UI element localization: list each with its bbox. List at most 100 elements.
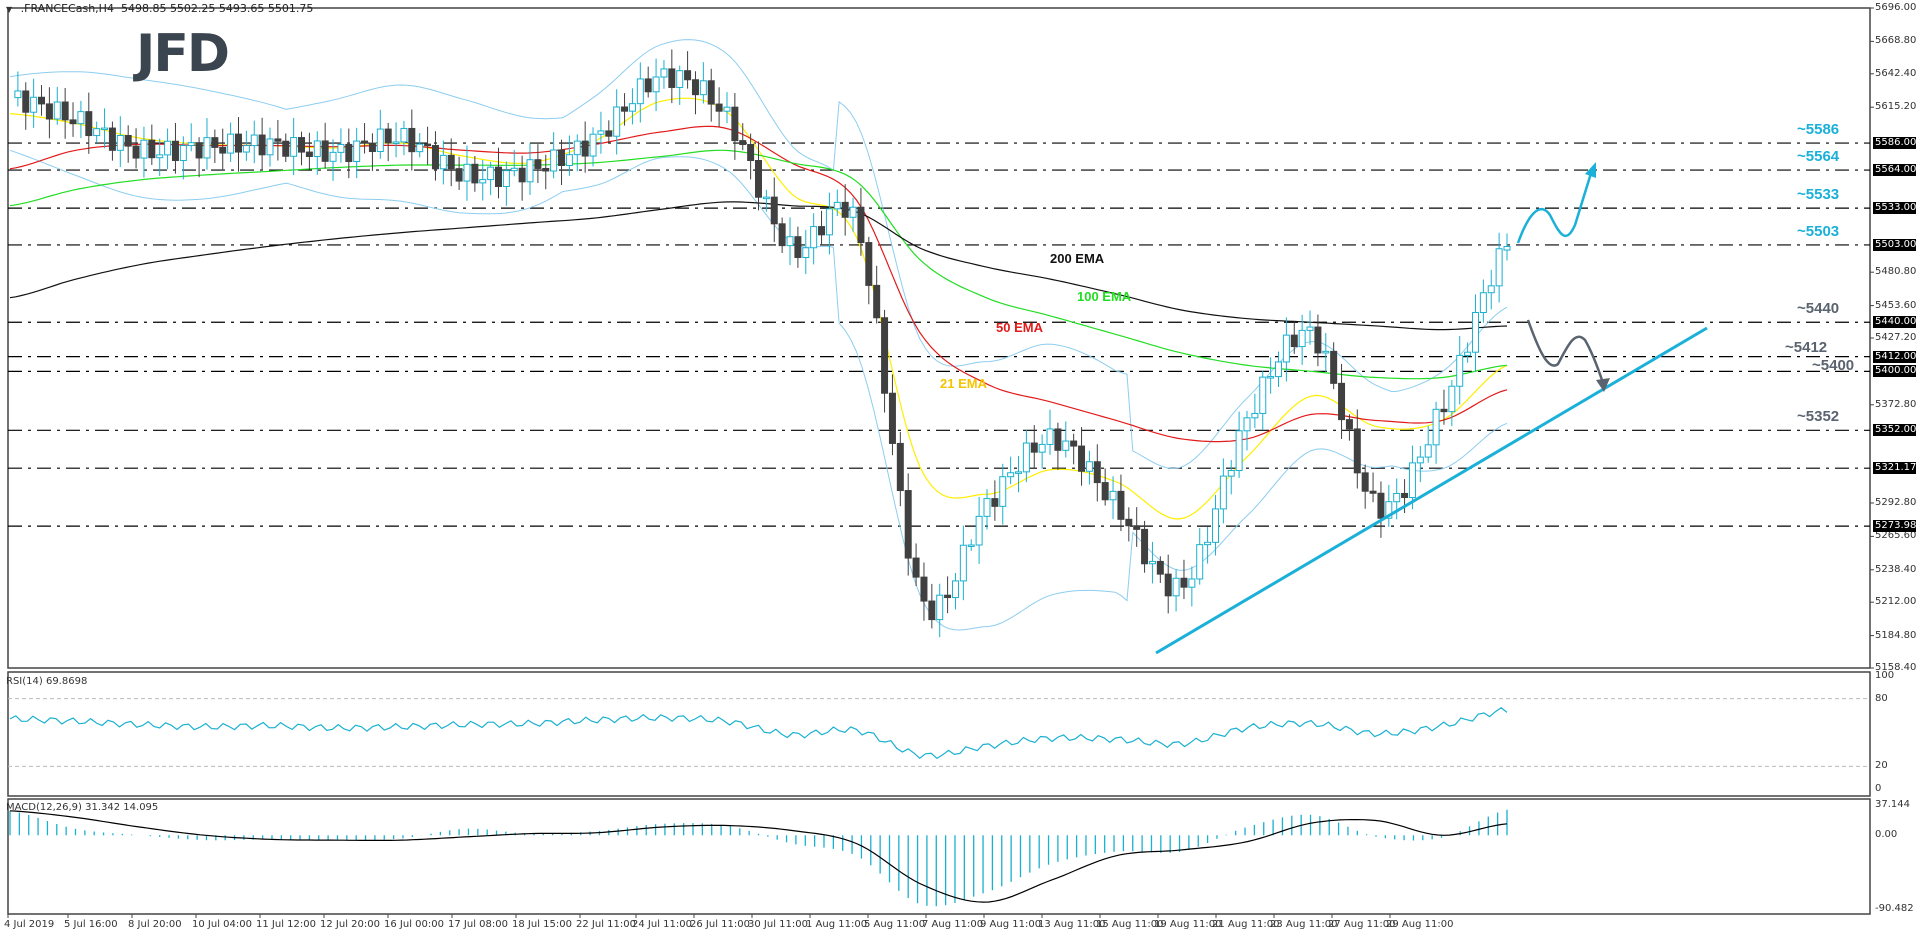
time-axis-label: 8 Jul 20:00 bbox=[128, 919, 182, 930]
level-price-tag: 5273.98 bbox=[1873, 520, 1916, 533]
bear-candle bbox=[368, 142, 376, 153]
bear-candle bbox=[45, 103, 53, 120]
price-axis-label: 5184.80 bbox=[1875, 629, 1916, 641]
macd-axis-label: 0.00 bbox=[1875, 829, 1898, 841]
bull-candle bbox=[329, 151, 337, 162]
price-axis-label: 5696.00 bbox=[1875, 2, 1916, 13]
time-axis-label: 11 Jul 12:00 bbox=[256, 919, 316, 930]
ema50-label: 50 EMA bbox=[996, 320, 1043, 335]
bear-candle bbox=[195, 142, 203, 159]
bear-candle bbox=[1338, 382, 1346, 421]
bear-candle bbox=[321, 140, 329, 162]
bull-candle bbox=[1219, 475, 1227, 510]
bear-candle bbox=[258, 134, 266, 156]
bull-candle bbox=[77, 111, 85, 125]
bull-candle bbox=[1393, 492, 1401, 503]
bear-candle bbox=[778, 223, 786, 247]
bear-candle bbox=[755, 160, 762, 198]
ema100-label: 100 EMA bbox=[1077, 289, 1132, 304]
bear-candle bbox=[1133, 525, 1141, 530]
collapse-triangle-icon[interactable]: ▼ bbox=[6, 5, 13, 14]
macd-panel-frame bbox=[7, 798, 1871, 915]
macd-axis-label: -90.482 bbox=[1875, 903, 1914, 914]
bear-candle bbox=[818, 226, 826, 236]
bull-candle bbox=[313, 140, 321, 157]
bear-candle bbox=[605, 130, 613, 137]
bear-candle bbox=[1361, 472, 1369, 492]
bear-candle bbox=[234, 133, 242, 153]
bull-candle bbox=[101, 127, 109, 131]
bull-candle bbox=[1046, 428, 1054, 445]
bull-candle bbox=[613, 106, 621, 137]
time-axis-label: 10 Jul 04:00 bbox=[192, 919, 252, 930]
time-axis-label: 16 Jul 00:00 bbox=[384, 919, 444, 930]
level-annotation: ~5586 bbox=[1797, 121, 1840, 139]
bull-candle bbox=[1448, 385, 1456, 413]
bull-candle bbox=[510, 167, 518, 172]
bear-candle bbox=[211, 137, 219, 148]
price-axis-label: 5292.80 bbox=[1875, 497, 1916, 508]
bear-candle bbox=[865, 242, 873, 286]
bull-candle bbox=[1456, 354, 1464, 387]
bull-candle bbox=[463, 163, 471, 182]
level-price-tag: 5533.00 bbox=[1873, 202, 1916, 215]
bull-candle bbox=[1038, 443, 1046, 453]
bull-candle bbox=[786, 236, 794, 247]
time-axis-label: 5 Aug 11:00 bbox=[864, 919, 926, 930]
bearish-scenario-arrow bbox=[1526, 319, 1605, 384]
bull-candle bbox=[250, 134, 258, 147]
bull-candle bbox=[589, 133, 597, 157]
bear-candle bbox=[518, 167, 526, 183]
bear-candle bbox=[69, 119, 77, 125]
level-annotation: ~5400 bbox=[1812, 357, 1855, 375]
bull-candle bbox=[810, 226, 818, 249]
bull-candle bbox=[502, 170, 510, 187]
bull-candle bbox=[400, 127, 408, 143]
bull-candle bbox=[676, 70, 684, 88]
time-axis-label: 27 Aug 11:00 bbox=[1328, 919, 1396, 930]
bull-candle bbox=[936, 594, 944, 621]
bear-candle bbox=[361, 140, 369, 144]
bull-candle bbox=[93, 128, 101, 137]
bear-candle bbox=[534, 159, 542, 169]
bear-candle bbox=[455, 168, 463, 182]
bull-candle bbox=[140, 139, 148, 159]
bear-candle bbox=[731, 106, 739, 142]
bear-candle bbox=[857, 206, 865, 244]
time-axis-label: 17 Jul 08:00 bbox=[448, 919, 508, 930]
time-axis-label: 12 Jul 20:00 bbox=[320, 919, 380, 930]
bull-candle bbox=[30, 96, 38, 113]
bull-candle bbox=[1424, 444, 1432, 458]
time-axis-label: 18 Jul 15:00 bbox=[512, 919, 572, 930]
bull-candle bbox=[376, 128, 384, 153]
bull-candle bbox=[1267, 376, 1275, 379]
level-price-tag: 5503.00 bbox=[1873, 238, 1916, 251]
bull-candle bbox=[1015, 471, 1023, 474]
bull-candle bbox=[660, 68, 668, 78]
bear-candle bbox=[1030, 442, 1038, 453]
bear-candle bbox=[944, 594, 952, 599]
bull-candle bbox=[1495, 248, 1503, 287]
bear-candle bbox=[1101, 482, 1109, 501]
bear-candle bbox=[1290, 334, 1298, 348]
bear-candle bbox=[841, 201, 849, 218]
bear-candle bbox=[219, 146, 227, 154]
time-axis-label: 21 Aug 11:00 bbox=[1212, 919, 1280, 930]
time-axis-label: 15 Aug 11:00 bbox=[1096, 919, 1164, 930]
bull-candle bbox=[1172, 577, 1180, 597]
bullish-scenario-arrow bbox=[1516, 169, 1594, 244]
bull-candle bbox=[1204, 541, 1212, 546]
bear-candle bbox=[794, 236, 802, 258]
bear-candle bbox=[920, 576, 928, 602]
ema21-label: 21 EMA bbox=[940, 376, 987, 391]
macd-label: MACD(12,26,9) 31.342 14.095 bbox=[6, 802, 159, 813]
bull-candle bbox=[290, 137, 298, 157]
level-annotation: ~5564 bbox=[1797, 148, 1840, 166]
bull-candle bbox=[526, 159, 534, 183]
bull-candle bbox=[652, 76, 660, 93]
bull-candle bbox=[802, 247, 810, 258]
bull-candle bbox=[1022, 442, 1030, 473]
bear-candle bbox=[345, 143, 353, 163]
